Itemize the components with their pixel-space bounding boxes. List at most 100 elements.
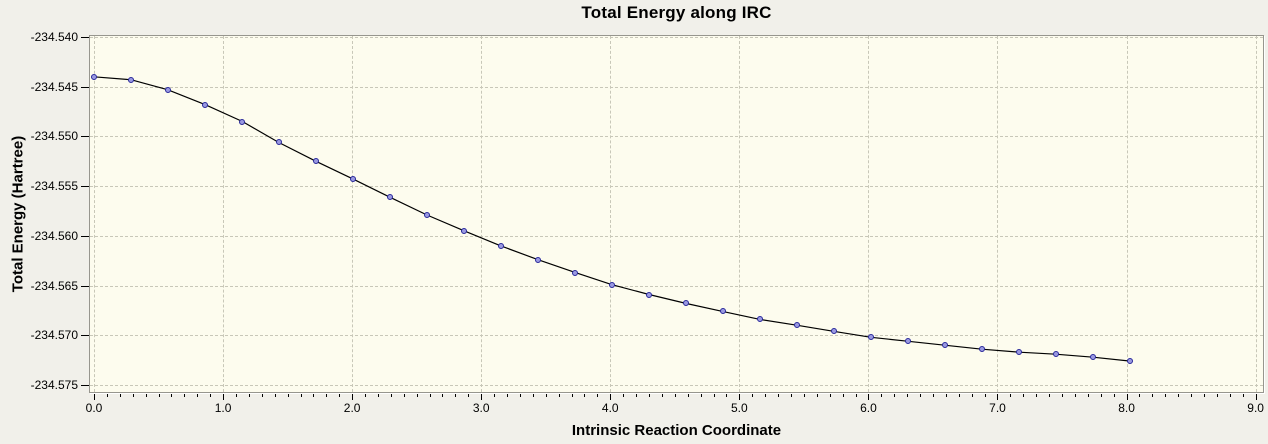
y-tick <box>81 37 89 38</box>
data-point[interactable] <box>572 269 579 276</box>
v-gridline <box>610 36 612 392</box>
data-point[interactable] <box>128 76 135 83</box>
data-point[interactable] <box>608 281 615 288</box>
x-minor-tick <box>132 394 134 397</box>
data-point[interactable] <box>1127 358 1134 365</box>
x-major-tick <box>352 394 354 400</box>
y-tick-label: -234.565 <box>30 278 78 293</box>
data-point[interactable] <box>1090 354 1096 361</box>
x-minor-tick <box>507 394 509 397</box>
x-minor-tick <box>945 394 947 397</box>
energy-curve-line <box>93 76 1131 362</box>
data-point[interactable] <box>719 308 726 315</box>
y-tick-label: -234.545 <box>30 79 78 94</box>
x-minor-tick <box>597 394 599 397</box>
h-gridline <box>90 86 1263 88</box>
x-major-tick <box>610 394 612 400</box>
x-tick-label: 7.0 <box>989 401 1006 415</box>
y-tick <box>81 385 89 386</box>
y-tick <box>81 235 89 237</box>
x-minor-tick <box>1062 394 1064 397</box>
data-point[interactable] <box>683 300 690 307</box>
x-minor-tick <box>778 394 780 397</box>
data-point[interactable] <box>424 211 430 218</box>
x-tick-label: 6.0 <box>860 401 877 415</box>
v-gridline <box>997 36 999 392</box>
x-major-tick <box>997 394 999 400</box>
x-minor-tick <box>765 394 767 397</box>
x-minor-tick <box>636 394 638 397</box>
data-point[interactable] <box>386 194 393 201</box>
x-minor-tick <box>790 394 792 397</box>
x-minor-tick <box>1216 394 1218 397</box>
x-minor-tick <box>674 394 676 397</box>
y-tick-label: -234.560 <box>30 228 78 243</box>
data-point[interactable] <box>461 227 468 234</box>
x-minor-tick <box>119 394 121 397</box>
x-minor-tick <box>932 394 934 397</box>
data-point[interactable] <box>830 328 837 335</box>
data-point[interactable] <box>1016 349 1023 356</box>
data-point[interactable] <box>868 334 874 341</box>
data-point[interactable] <box>164 86 171 93</box>
data-point[interactable] <box>757 316 763 323</box>
data-point[interactable] <box>275 139 282 146</box>
x-minor-tick <box>287 394 289 397</box>
x-minor-tick <box>816 394 818 397</box>
h-gridline <box>90 285 1263 287</box>
x-minor-tick <box>687 394 689 397</box>
x-minor-tick <box>1165 394 1167 397</box>
x-minor-tick <box>661 394 663 397</box>
x-minor-tick <box>623 394 625 397</box>
x-tick-label: 4.0 <box>601 401 619 415</box>
data-point[interactable] <box>905 338 912 345</box>
x-minor-tick <box>1113 394 1115 397</box>
x-minor-tick <box>1178 394 1180 397</box>
x-minor-tick <box>171 394 173 397</box>
x-minor-tick <box>248 394 250 397</box>
data-point[interactable] <box>535 256 541 263</box>
y-tick <box>81 335 89 337</box>
x-tick-label: 0.0 <box>85 401 103 415</box>
chart-title: Total Energy along IRC <box>581 3 772 22</box>
x-minor-tick <box>752 394 754 397</box>
y-tick <box>81 186 89 188</box>
x-axis-title: Intrinsic Reaction Coordinate <box>571 422 782 439</box>
x-minor-tick <box>726 394 728 397</box>
x-tick-label: 8.0 <box>1118 401 1135 415</box>
x-minor-tick <box>1036 394 1038 397</box>
y-tick-label: -234.540 <box>30 30 78 44</box>
data-point[interactable] <box>202 101 208 108</box>
x-minor-tick <box>442 394 444 397</box>
data-point[interactable] <box>941 342 948 349</box>
x-minor-tick <box>803 394 805 397</box>
x-minor-tick <box>377 394 379 397</box>
x-major-tick <box>1255 394 1257 400</box>
y-tick <box>81 285 89 287</box>
x-minor-tick <box>365 394 367 397</box>
x-minor-tick <box>532 394 534 397</box>
v-gridline <box>94 36 95 392</box>
x-minor-tick <box>1010 394 1012 397</box>
data-point[interactable] <box>313 158 319 165</box>
x-minor-tick <box>907 394 909 397</box>
data-point[interactable] <box>646 291 652 298</box>
data-point[interactable] <box>350 176 357 183</box>
data-point[interactable] <box>91 73 97 80</box>
x-minor-tick <box>545 394 547 397</box>
x-minor-tick <box>829 394 831 397</box>
x-minor-tick <box>429 394 431 397</box>
data-point[interactable] <box>979 346 985 353</box>
data-point[interactable] <box>1052 351 1059 358</box>
y-tick-label: -234.555 <box>30 179 78 194</box>
data-point[interactable] <box>497 242 504 249</box>
x-minor-tick <box>842 394 844 397</box>
data-point[interactable] <box>239 118 246 125</box>
y-tick-label: -234.575 <box>30 378 78 392</box>
x-major-tick <box>94 394 95 400</box>
h-gridline <box>90 385 1263 386</box>
x-minor-tick <box>971 394 973 397</box>
x-minor-tick <box>1191 394 1193 397</box>
x-minor-tick <box>300 394 302 397</box>
data-point[interactable] <box>794 322 801 329</box>
